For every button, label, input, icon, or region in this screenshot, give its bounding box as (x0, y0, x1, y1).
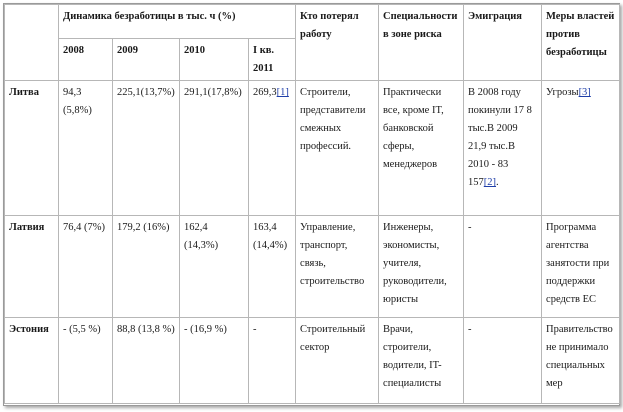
value-cell-2009: 225,1(13,7%) (112, 80, 180, 216)
value-cell-2008: - (5,5 %) (58, 317, 113, 404)
measures-cell: Угрозы[3] (541, 80, 621, 216)
value-cell-2009: 88,8 (13,8 %) (112, 317, 180, 404)
risk-cell: Врачи, строители, водители, IT-специалис… (378, 317, 465, 404)
value-cell-q2011: 163,4 (14,4%) (247, 215, 297, 318)
document-frame: Динамика безработицы в тыс. ч (%) Кто по… (3, 3, 621, 406)
country-cell: Литва (4, 80, 59, 216)
header-risk: Специальности в зоне риска (378, 4, 465, 81)
emigration-text: В 2008 году покинули 17 8 тыс.В 2009 21,… (468, 87, 532, 188)
value-cell-q2011: - (247, 317, 297, 404)
risk-cell: Инженеры, экономисты, учителя, руководит… (378, 215, 465, 318)
country-cell: Эстония (4, 317, 59, 404)
value-text: 269,3 (253, 87, 277, 98)
header-row-1: Динамика безработицы в тыс. ч (%) Кто по… (4, 4, 621, 81)
table-row-latvia: Латвия 76,4 (7%) 179,2 (16%) 162,4 (14,3… (4, 215, 621, 318)
value-cell-q2011: 269,3[1] (247, 80, 297, 216)
value-cell-2010: 162,4 (14,3%) (179, 215, 249, 318)
year-2008: 2008 (58, 38, 113, 81)
header-dynamics: Динамика безработицы в тыс. ч (%) (57, 4, 297, 39)
emigration-cell: - (463, 215, 543, 318)
table-row-lithuania: Литва 94,3 (5,8%) 225,1(13,7%) 291,1(17,… (4, 80, 621, 216)
header-emigration: Эмиграция (463, 4, 543, 81)
header-row-years: 2008 2009 2010 I кв. 2011 (5, 38, 620, 81)
unemployment-table: Динамика безработицы в тыс. ч (%) Кто по… (4, 4, 621, 404)
value-cell-2008: 94,3 (5,8%) (58, 80, 113, 216)
table-row-estonia: Эстония - (5,5 %) 88,8 (13,8 %) - (16,9 … (4, 317, 621, 404)
measures-cell: Программа агентства занятости при поддер… (541, 215, 621, 318)
footnote-link[interactable]: [2] (483, 177, 497, 188)
measures-cell: Правительство не принимало специальных м… (541, 317, 621, 404)
who-lost-cell: Строительный сектор (295, 317, 380, 404)
emigration-cell: - (463, 317, 543, 404)
who-lost-cell: Управление, транспорт, связь, строительс… (295, 215, 380, 318)
emigration-cell: В 2008 году покинули 17 8 тыс.В 2009 21,… (463, 80, 543, 216)
who-lost-cell: Строители, представители смежных професс… (295, 80, 380, 216)
value-cell-2009: 179,2 (16%) (112, 215, 180, 318)
country-cell: Латвия (4, 215, 59, 318)
header-who-lost: Кто потерял работу (295, 4, 380, 81)
value-cell-2010: - (16,9 %) (179, 317, 249, 404)
footnote-link[interactable]: [3] (578, 87, 591, 98)
header-measures: Меры властей против безработицы (541, 4, 621, 81)
emigration-tail: . (496, 177, 499, 188)
measures-text: Угрозы (546, 87, 579, 98)
value-cell-2010: 291,1(17,8%) (179, 80, 249, 216)
footnote-link[interactable]: [1] (276, 87, 289, 98)
value-cell-2008: 76,4 (7%) (58, 215, 113, 318)
year-2010: 2010 (179, 38, 249, 81)
year-q1-2011: I кв. 2011 (247, 38, 297, 81)
year-2009: 2009 (112, 38, 180, 81)
risk-cell: Практически все, кроме IT, банковской сф… (378, 80, 465, 216)
corner-cell (4, 4, 59, 81)
